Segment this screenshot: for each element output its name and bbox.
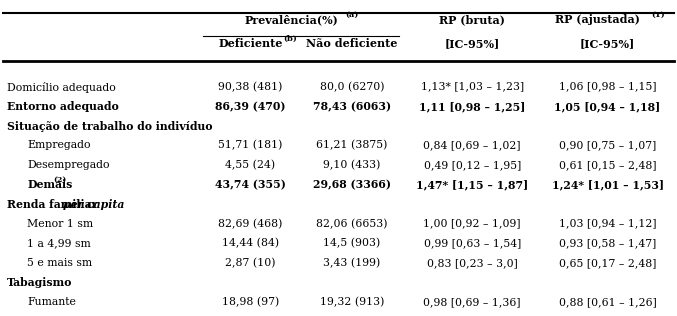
- Text: Prevalência(%): Prevalência(%): [244, 14, 338, 25]
- Text: (1): (1): [652, 11, 665, 19]
- Text: 0,83 [0,23 – 3,0]: 0,83 [0,23 – 3,0]: [427, 258, 518, 268]
- Text: 0,65 [0,17 – 2,48]: 0,65 [0,17 – 2,48]: [559, 258, 656, 268]
- Text: Situação de trabalho do indivíduo: Situação de trabalho do indivíduo: [7, 121, 213, 132]
- Text: [IC-95%]: [IC-95%]: [445, 38, 500, 49]
- Text: 29,68 (3366): 29,68 (3366): [313, 179, 391, 191]
- Text: 80,0 (6270): 80,0 (6270): [320, 82, 385, 92]
- Text: 14,44 (84): 14,44 (84): [222, 238, 279, 249]
- Text: Empregado: Empregado: [27, 140, 91, 150]
- Text: (a): (a): [345, 11, 359, 19]
- Text: 0,49 [0,12 – 1,95]: 0,49 [0,12 – 1,95]: [424, 160, 521, 170]
- Text: 0,93 [0,58 – 1,47]: 0,93 [0,58 – 1,47]: [559, 238, 656, 248]
- Text: 0,98 [0,69 – 1,36]: 0,98 [0,69 – 1,36]: [423, 297, 521, 307]
- Text: 51,71 (181): 51,71 (181): [218, 140, 283, 151]
- Text: 19,32 (913): 19,32 (913): [320, 297, 385, 307]
- Text: Entorno adequado: Entorno adequado: [7, 101, 118, 112]
- Text: (2): (2): [53, 176, 66, 184]
- Text: 1,06 [0,98 – 1,15]: 1,06 [0,98 – 1,15]: [559, 82, 657, 92]
- Text: 61,21 (3875): 61,21 (3875): [316, 140, 388, 151]
- Text: Não deficiente: Não deficiente: [307, 38, 397, 49]
- Text: 1,11 [0,98 – 1,25]: 1,11 [0,98 – 1,25]: [419, 101, 525, 112]
- Text: Tabagismo: Tabagismo: [7, 277, 72, 289]
- Text: Fumante: Fumante: [27, 297, 76, 307]
- Text: per capita: per capita: [63, 199, 125, 210]
- Text: 2,87 (10): 2,87 (10): [225, 258, 276, 268]
- Text: 4,55 (24): 4,55 (24): [225, 160, 276, 170]
- Text: 82,06 (6653): 82,06 (6653): [316, 219, 388, 229]
- Text: 9,10 (433): 9,10 (433): [324, 160, 380, 170]
- Text: 0,99 [0,63 – 1,54]: 0,99 [0,63 – 1,54]: [424, 238, 521, 248]
- Text: [IC-95%]: [IC-95%]: [580, 38, 635, 49]
- Text: 90,38 (481): 90,38 (481): [218, 82, 283, 92]
- Text: 0,88 [0,61 – 1,26]: 0,88 [0,61 – 1,26]: [559, 297, 657, 307]
- Text: 1 a 4,99 sm: 1 a 4,99 sm: [27, 238, 91, 248]
- Text: 43,74 (355): 43,74 (355): [215, 179, 286, 191]
- Text: RP (ajustada): RP (ajustada): [555, 14, 640, 25]
- Text: RP (bruta): RP (bruta): [439, 14, 505, 25]
- Text: 0,84 [0,69 – 1,02]: 0,84 [0,69 – 1,02]: [423, 140, 521, 150]
- Text: 86,39 (470): 86,39 (470): [215, 101, 286, 112]
- Text: Domicílio adequado: Domicílio adequado: [7, 82, 116, 93]
- Text: 1,13* [1,03 – 1,23]: 1,13* [1,03 – 1,23]: [420, 82, 524, 92]
- Text: 18,98 (97): 18,98 (97): [222, 297, 279, 307]
- Text: 78,43 (6063): 78,43 (6063): [313, 101, 391, 112]
- Text: 0,61 [0,15 – 2,48]: 0,61 [0,15 – 2,48]: [559, 160, 657, 170]
- Text: (b): (b): [283, 35, 297, 43]
- Text: Deficiente: Deficiente: [218, 38, 283, 49]
- Text: 82,69 (468): 82,69 (468): [218, 219, 283, 229]
- Text: 1,00 [0,92 – 1,09]: 1,00 [0,92 – 1,09]: [423, 219, 521, 229]
- Text: 1,47* [1,15 – 1,87]: 1,47* [1,15 – 1,87]: [416, 179, 528, 191]
- Text: 5 e mais sm: 5 e mais sm: [27, 258, 92, 268]
- Text: 1,05 [0,94 – 1,18]: 1,05 [0,94 – 1,18]: [554, 101, 661, 112]
- Text: 3,43 (199): 3,43 (199): [324, 258, 380, 268]
- Text: Desempregado: Desempregado: [27, 160, 110, 170]
- Text: 0,90 [0,75 – 1,07]: 0,90 [0,75 – 1,07]: [559, 140, 656, 150]
- Text: 1,03 [0,94 – 1,12]: 1,03 [0,94 – 1,12]: [559, 219, 657, 229]
- Text: 14,5 (903): 14,5 (903): [324, 238, 380, 249]
- Text: Renda familiar: Renda familiar: [7, 199, 101, 210]
- Text: Menor 1 sm: Menor 1 sm: [27, 219, 93, 229]
- Text: Demais: Demais: [27, 179, 72, 191]
- Text: 1,24* [1,01 – 1,53]: 1,24* [1,01 – 1,53]: [552, 179, 663, 191]
